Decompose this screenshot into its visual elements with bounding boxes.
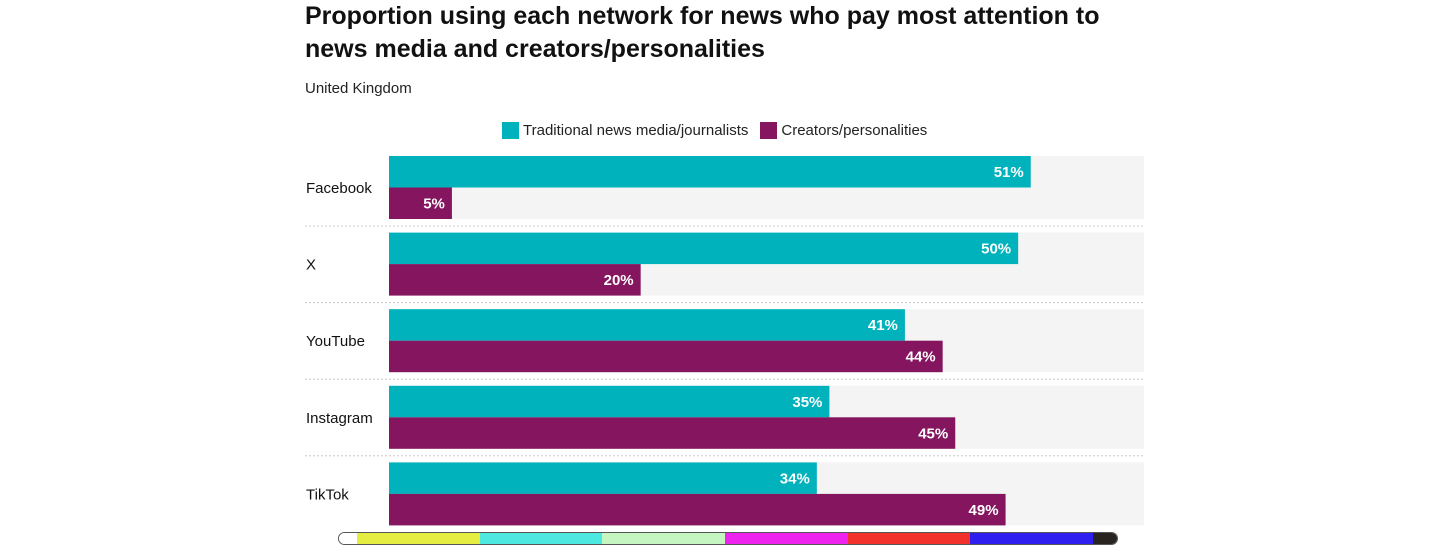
bar-traditional[interactable] [389, 232, 1019, 265]
color-scrollbar[interactable] [338, 532, 1118, 545]
data-label: 51% [994, 164, 1024, 181]
bar-creators[interactable] [389, 340, 943, 373]
scrollbar-segment [479, 533, 603, 544]
scrollbar-segment [847, 533, 971, 544]
data-label: 34% [780, 470, 810, 487]
legend-item-traditional[interactable]: Traditional news media/journalists [502, 122, 748, 139]
bar-traditional[interactable] [389, 462, 817, 494]
data-label: 49% [969, 502, 999, 519]
scrollbar-segment [725, 533, 848, 544]
scrollbar-segment [1093, 533, 1117, 544]
category-label: Facebook [306, 180, 372, 197]
chart-subtitle: United Kingdom [305, 80, 412, 97]
bar-creators[interactable] [389, 264, 641, 296]
chart-legend: Traditional news media/journalists Creat… [502, 122, 939, 139]
bar-creators[interactable] [389, 417, 956, 449]
data-label: 35% [792, 394, 822, 411]
category-label: Instagram [306, 410, 373, 427]
data-label: 45% [918, 425, 948, 442]
data-label: 50% [981, 241, 1011, 258]
scrollbar-segment [970, 533, 1094, 544]
bar-creators[interactable] [389, 493, 1006, 526]
scrollbar-segment [602, 533, 726, 544]
category-label: X [306, 257, 316, 274]
bar-traditional[interactable] [389, 156, 1031, 188]
legend-swatch-traditional [502, 122, 519, 139]
bar-creators[interactable] [389, 187, 452, 220]
category-label: YouTube [306, 333, 365, 350]
scrollbar-segment [339, 533, 357, 544]
category-label: TikTok [306, 486, 349, 503]
legend-label-traditional: Traditional news media/journalists [523, 122, 749, 139]
data-label: 5% [423, 196, 445, 213]
legend-swatch-creators [760, 122, 778, 139]
scrollbar-segment [356, 533, 480, 544]
chart-title: Proportion using each network for news w… [305, 2, 1100, 63]
legend-item-creators[interactable]: Creators/personalities [760, 122, 927, 139]
bar-traditional[interactable] [389, 309, 905, 341]
data-label: 20% [604, 272, 634, 289]
data-label: 44% [906, 349, 936, 366]
legend-label-creators: Creators/personalities [781, 122, 928, 139]
bar-traditional[interactable] [389, 385, 830, 418]
data-label: 41% [868, 317, 898, 334]
